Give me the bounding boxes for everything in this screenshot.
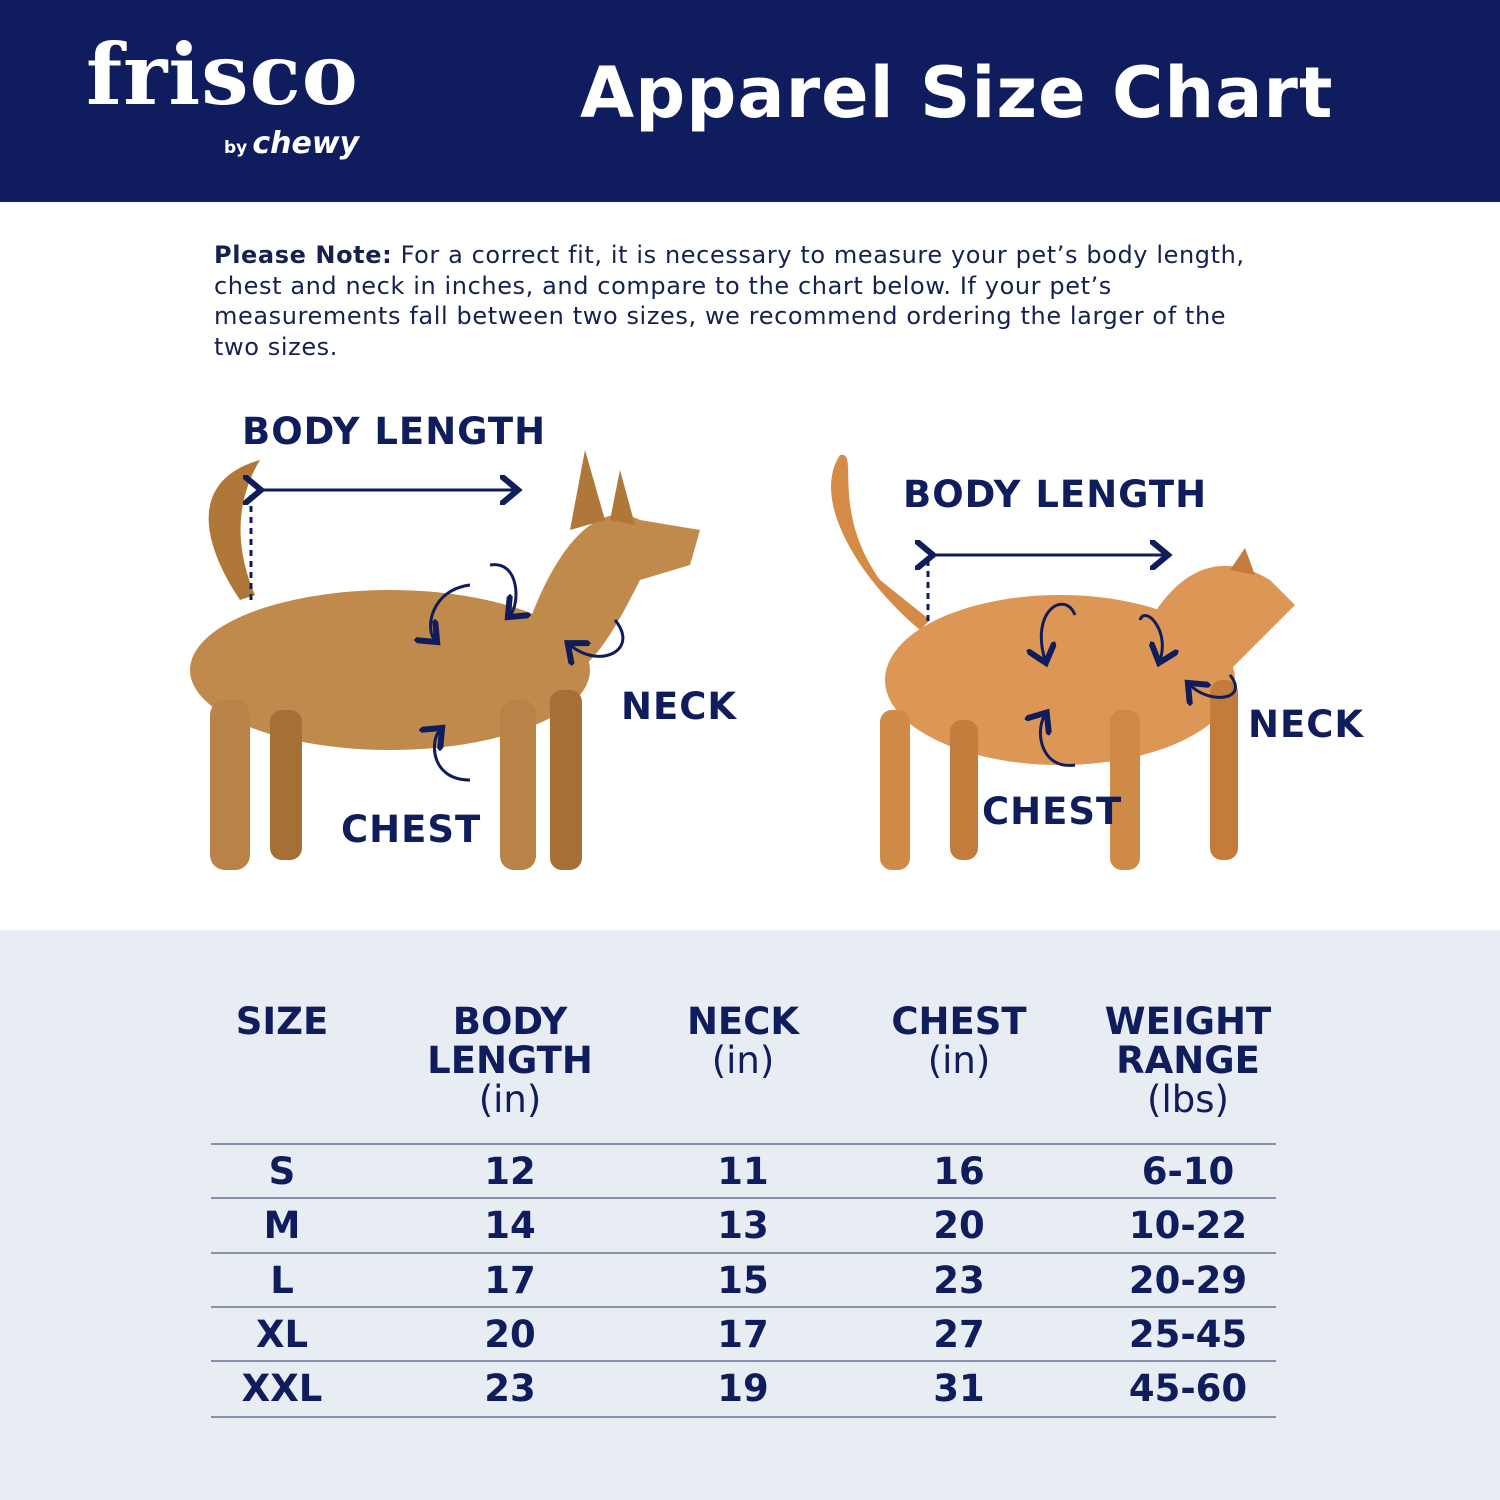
- table-cell: 27: [933, 1312, 985, 1356]
- dog-chest-label: CHEST: [341, 808, 482, 851]
- table-cell: XXL: [241, 1367, 323, 1411]
- table-cell: S: [268, 1150, 296, 1193]
- table-row: XL 20 17 27 25-45: [211, 1305, 1276, 1362]
- table-cell: 15: [717, 1258, 769, 1302]
- cat-body-length-label: BODY LENGTH: [903, 473, 1208, 516]
- dog-image: [190, 450, 700, 870]
- cat-chest-arrow-upper: [1041, 602, 1077, 660]
- cat-image: [831, 454, 1295, 870]
- table-row: L 17 15 23 20-29: [211, 1251, 1276, 1308]
- pets-illustration: [190, 450, 1295, 870]
- note-text: For a correct fit, it is necessary to me…: [214, 241, 1245, 361]
- cat-neck-arrow: [1190, 674, 1237, 697]
- table-cell: 45-60: [1128, 1367, 1248, 1411]
- dog-neck-arrow-upper: [489, 563, 516, 615]
- header-unit: (in): [711, 1039, 775, 1082]
- measurement-arrows: [251, 490, 1237, 782]
- header-title: WEIGHT RANGE: [1104, 1000, 1272, 1082]
- table-cell: 31: [933, 1367, 985, 1411]
- page-title: Apparel Size Chart: [580, 52, 1334, 134]
- table-cell: 12: [484, 1150, 536, 1193]
- header-title: SIZE: [235, 1000, 329, 1043]
- table-cell: 20-29: [1128, 1258, 1248, 1302]
- dog-neck-label: NECK: [621, 685, 738, 728]
- cat-neck-label: NECK: [1248, 703, 1365, 746]
- table-cell: 13: [717, 1204, 769, 1248]
- cat-chest-arrow: [1040, 715, 1076, 767]
- table-cell: 17: [484, 1258, 536, 1302]
- note-label: Please Note:: [214, 241, 393, 269]
- dog-chest-arrow: [434, 730, 471, 782]
- header-size: SIZE: [162, 1002, 402, 1041]
- size-table: SIZE BODY LENGTH (in) NECK (in) CHEST (in) …: [0, 930, 1500, 1500]
- table-cell: 19: [717, 1367, 769, 1411]
- logo-chewy: chewy: [252, 126, 360, 161]
- dog-chest-arrow-upper: [431, 583, 471, 640]
- table-cell: 20: [484, 1312, 536, 1356]
- table-cell: 23: [933, 1258, 985, 1302]
- header-unit: (lbs): [1147, 1078, 1229, 1121]
- table-cell: 23: [484, 1367, 536, 1411]
- header-title: BODY LENGTH: [427, 1000, 593, 1082]
- table-cell: XL: [255, 1312, 309, 1356]
- table-cell: 25-45: [1128, 1312, 1248, 1356]
- table-row: M 14 13 20 10-22: [211, 1197, 1276, 1253]
- dog-neck-arrow: [570, 619, 625, 656]
- header-weight-range: WEIGHT RANGE (lbs): [1088, 1002, 1288, 1119]
- measurement-diagram: BODY LENGTH NECK CHEST BODY LENGTH NECK …: [0, 380, 1500, 930]
- header-title: NECK: [686, 1000, 800, 1043]
- table-cell: 20: [933, 1204, 985, 1248]
- header-unit: (in): [478, 1078, 542, 1121]
- table-cell: 6-10: [1141, 1150, 1235, 1193]
- table-cell: 14: [484, 1204, 536, 1248]
- dog-body-length-label: BODY LENGTH: [242, 410, 547, 453]
- header-unit: (in): [927, 1039, 991, 1082]
- table-cell: 17: [717, 1312, 769, 1356]
- table-cell: 10-22: [1128, 1204, 1248, 1248]
- header-banner: frisco by chewy Apparel Size Chart: [0, 0, 1500, 202]
- frisco-logo: frisco by chewy: [86, 25, 359, 162]
- table-row: XXL 23 19 31 45-60: [211, 1360, 1276, 1419]
- logo-byline: by chewy: [224, 126, 359, 161]
- logo-by: by: [224, 138, 248, 158]
- table-cell: M: [263, 1204, 301, 1248]
- table-cell: L: [270, 1258, 294, 1302]
- fit-note: Please Note: For a correct fit, it is ne…: [214, 240, 1254, 362]
- header-title: CHEST: [891, 1000, 1027, 1043]
- table-row: S 12 11 16 6-10: [211, 1143, 1276, 1199]
- cat-neck-arrow-upper: [1138, 614, 1162, 660]
- header-chest: CHEST (in): [839, 1002, 1079, 1080]
- header-neck: NECK (in): [623, 1002, 863, 1080]
- table-cell: 11: [717, 1150, 769, 1193]
- logo-brand: frisco: [86, 25, 359, 124]
- table-cell: 16: [933, 1150, 985, 1193]
- header-body-length: BODY LENGTH (in): [410, 1002, 610, 1119]
- cat-chest-label: CHEST: [982, 790, 1123, 833]
